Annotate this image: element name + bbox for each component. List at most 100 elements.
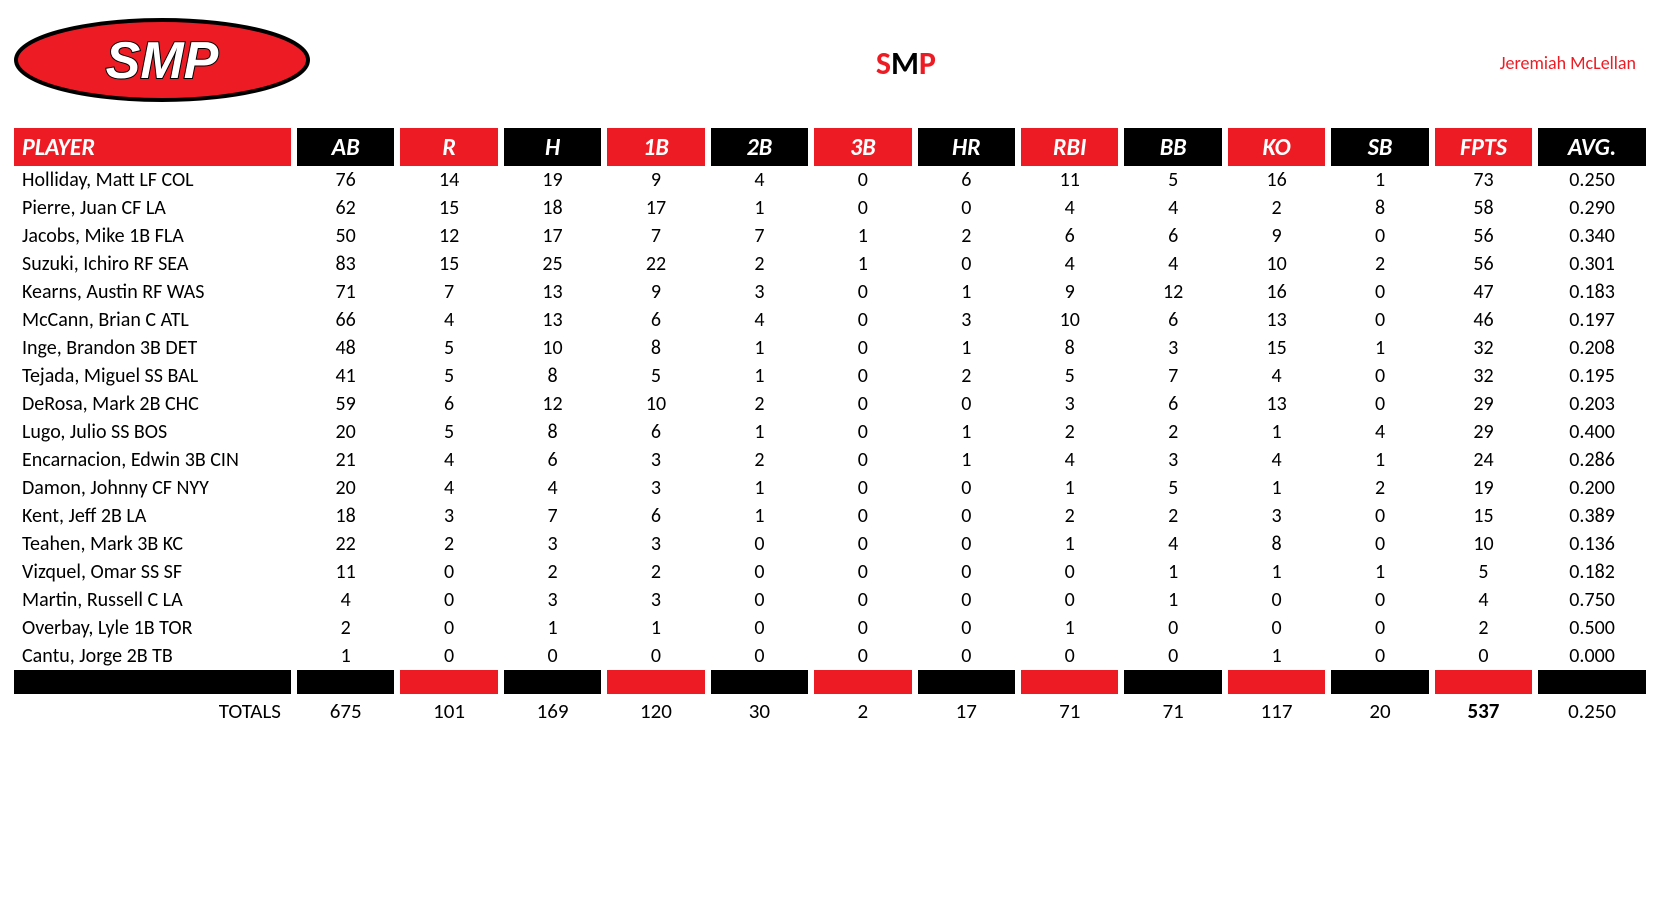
cell-b3: 0: [814, 502, 911, 530]
cell-b1: 7: [607, 222, 704, 250]
cell-h: 8: [504, 418, 601, 446]
cell-hr: 0: [918, 586, 1015, 614]
cell-r: 0: [400, 614, 497, 642]
cell-h: 13: [504, 278, 601, 306]
cell-bb: 2: [1124, 502, 1221, 530]
column-header-rbi: RBI: [1021, 128, 1118, 166]
cell-b2: 1: [711, 474, 808, 502]
cell-ko: 0: [1228, 586, 1325, 614]
cell-ko: 15: [1228, 334, 1325, 362]
sep-cell: [14, 670, 291, 694]
totals-row: TOTALS675101169120302177171117205370.250: [14, 694, 1646, 726]
sep-cell: [1331, 670, 1428, 694]
totals-rbi: 71: [1021, 694, 1118, 726]
cell-b2: 2: [711, 390, 808, 418]
cell-bb: 2: [1124, 418, 1221, 446]
cell-b1: 22: [607, 250, 704, 278]
cell-ko: 10: [1228, 250, 1325, 278]
cell-b2: 0: [711, 558, 808, 586]
cell-ko: 1: [1228, 642, 1325, 670]
cell-avg: 0.250: [1538, 166, 1646, 194]
cell-b1: 3: [607, 446, 704, 474]
table-row: Lugo, Julio SS BOS205861012214290.400: [14, 418, 1646, 446]
cell-b1: 9: [607, 166, 704, 194]
cell-ko: 4: [1228, 446, 1325, 474]
cell-hr: 1: [918, 418, 1015, 446]
cell-avg: 0.750: [1538, 586, 1646, 614]
page-title: SMP: [312, 44, 1500, 83]
cell-rbi: 6: [1021, 222, 1118, 250]
table-row: Teahen, Mark 3B KC222330001480100.136: [14, 530, 1646, 558]
cell-player: Martin, Russell C LA: [14, 586, 291, 614]
table-header-row: PLAYERABRH1B2B3BHRRBIBBKOSBFPTSAVG.: [14, 128, 1646, 166]
column-header-sb: SB: [1331, 128, 1428, 166]
table-row: Vizquel, Omar SS SF11022000011150.182: [14, 558, 1646, 586]
column-header-r: R: [400, 128, 497, 166]
totals-fpts: 537: [1435, 694, 1532, 726]
table-row: Martin, Russell C LA4033000010040.750: [14, 586, 1646, 614]
cell-rbi: 4: [1021, 250, 1118, 278]
table-row: Cantu, Jorge 2B TB1000000001000.000: [14, 642, 1646, 670]
cell-r: 12: [400, 222, 497, 250]
cell-ab: 48: [297, 334, 394, 362]
cell-rbi: 5: [1021, 362, 1118, 390]
cell-b1: 9: [607, 278, 704, 306]
cell-b3: 0: [814, 278, 911, 306]
cell-ko: 1: [1228, 474, 1325, 502]
cell-b1: 3: [607, 586, 704, 614]
cell-bb: 0: [1124, 642, 1221, 670]
cell-rbi: 1: [1021, 474, 1118, 502]
cell-avg: 0.000: [1538, 642, 1646, 670]
column-header-h: H: [504, 128, 601, 166]
title-letter-s: S: [876, 44, 891, 83]
cell-h: 17: [504, 222, 601, 250]
cell-b3: 0: [814, 530, 911, 558]
cell-player: Overbay, Lyle 1B TOR: [14, 614, 291, 642]
totals-hr: 17: [918, 694, 1015, 726]
totals-label: TOTALS: [14, 694, 291, 726]
cell-ko: 3: [1228, 502, 1325, 530]
cell-b3: 0: [814, 166, 911, 194]
cell-ab: 20: [297, 474, 394, 502]
cell-fpts: 29: [1435, 418, 1532, 446]
cell-b3: 1: [814, 250, 911, 278]
cell-player: Kearns, Austin RF WAS: [14, 278, 291, 306]
cell-b1: 8: [607, 334, 704, 362]
cell-b2: 1: [711, 502, 808, 530]
cell-b3: 0: [814, 194, 911, 222]
cell-player: Suzuki, Ichiro RF SEA: [14, 250, 291, 278]
cell-b3: 0: [814, 334, 911, 362]
cell-fpts: 29: [1435, 390, 1532, 418]
cell-r: 6: [400, 390, 497, 418]
cell-player: Lugo, Julio SS BOS: [14, 418, 291, 446]
cell-bb: 4: [1124, 530, 1221, 558]
cell-bb: 4: [1124, 250, 1221, 278]
totals-r: 101: [400, 694, 497, 726]
cell-sb: 0: [1331, 390, 1428, 418]
column-header-bb: BB: [1124, 128, 1221, 166]
cell-rbi: 11: [1021, 166, 1118, 194]
cell-bb: 7: [1124, 362, 1221, 390]
cell-sb: 0: [1331, 502, 1428, 530]
table-row: Kent, Jeff 2B LA183761002230150.389: [14, 502, 1646, 530]
cell-fpts: 56: [1435, 222, 1532, 250]
cell-b3: 0: [814, 446, 911, 474]
cell-ko: 4: [1228, 362, 1325, 390]
cell-ab: 22: [297, 530, 394, 558]
sep-cell: [1228, 670, 1325, 694]
sep-cell: [297, 670, 394, 694]
cell-h: 19: [504, 166, 601, 194]
cell-ab: 71: [297, 278, 394, 306]
cell-b1: 1: [607, 614, 704, 642]
cell-r: 0: [400, 586, 497, 614]
cell-ko: 13: [1228, 306, 1325, 334]
cell-b2: 1: [711, 418, 808, 446]
cell-r: 5: [400, 362, 497, 390]
cell-hr: 0: [918, 530, 1015, 558]
cell-b2: 2: [711, 446, 808, 474]
cell-b3: 1: [814, 222, 911, 250]
cell-sb: 4: [1331, 418, 1428, 446]
cell-bb: 6: [1124, 222, 1221, 250]
totals-bb: 71: [1124, 694, 1221, 726]
cell-ab: 50: [297, 222, 394, 250]
